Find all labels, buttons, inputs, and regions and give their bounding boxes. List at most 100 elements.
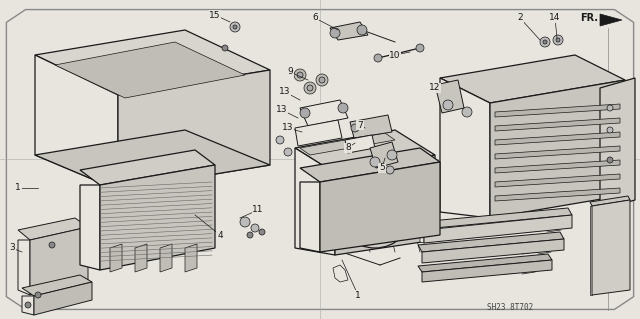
Polygon shape [295,130,435,173]
Circle shape [338,103,348,113]
Polygon shape [55,42,245,98]
Polygon shape [490,80,625,218]
Polygon shape [590,196,630,206]
Polygon shape [418,254,552,272]
Text: 7: 7 [357,121,363,130]
Polygon shape [600,14,622,26]
Polygon shape [35,130,270,190]
Polygon shape [22,275,92,296]
Polygon shape [80,150,215,185]
Text: 5: 5 [379,164,385,173]
Text: 12: 12 [429,84,441,93]
Text: FR.: FR. [580,13,598,23]
Text: 15: 15 [209,11,221,19]
Circle shape [25,302,31,308]
Polygon shape [592,200,630,295]
Polygon shape [420,208,572,229]
Circle shape [222,45,228,51]
Text: 10: 10 [389,50,401,60]
Polygon shape [435,80,464,113]
Polygon shape [345,135,375,153]
Text: 4: 4 [217,231,223,240]
Circle shape [607,127,613,133]
Polygon shape [424,215,572,243]
Circle shape [297,72,303,78]
Text: 6: 6 [312,13,318,23]
Polygon shape [185,244,197,272]
Polygon shape [495,160,620,173]
Circle shape [370,157,380,167]
Circle shape [259,229,265,235]
Circle shape [462,107,472,117]
Polygon shape [370,142,398,168]
Polygon shape [160,244,172,272]
Circle shape [240,217,250,227]
Polygon shape [295,148,335,255]
Circle shape [540,37,550,47]
Polygon shape [34,282,92,315]
Polygon shape [590,206,592,295]
Text: 3: 3 [9,243,15,253]
Circle shape [230,22,240,32]
Circle shape [233,25,237,29]
Circle shape [351,186,399,234]
Circle shape [543,40,547,44]
Polygon shape [600,78,635,210]
Polygon shape [100,165,215,270]
Circle shape [294,69,306,81]
Polygon shape [335,155,435,255]
Polygon shape [495,104,620,117]
Polygon shape [18,218,88,240]
Polygon shape [80,185,100,270]
Text: 9: 9 [287,68,293,77]
Circle shape [247,232,253,238]
Polygon shape [118,70,270,190]
Polygon shape [300,182,320,252]
Circle shape [300,108,310,118]
Circle shape [276,136,284,144]
Polygon shape [422,239,564,263]
Polygon shape [495,132,620,145]
Polygon shape [422,260,552,282]
Text: 13: 13 [282,123,294,132]
Circle shape [365,200,385,220]
Circle shape [357,25,367,35]
Polygon shape [495,146,620,159]
Text: 8: 8 [345,144,351,152]
Polygon shape [495,118,620,131]
Polygon shape [420,229,424,243]
Polygon shape [300,133,395,155]
Polygon shape [300,100,348,126]
Circle shape [607,157,613,163]
Polygon shape [495,174,620,187]
Text: 13: 13 [279,87,291,97]
Polygon shape [440,55,625,103]
Circle shape [387,150,397,160]
Polygon shape [295,120,342,146]
Polygon shape [495,188,620,201]
Text: 14: 14 [549,13,561,23]
Circle shape [330,28,340,38]
Polygon shape [135,244,147,272]
Circle shape [304,82,316,94]
Text: 11: 11 [252,205,264,214]
Circle shape [443,100,453,110]
Text: 2: 2 [517,13,523,23]
Polygon shape [22,296,34,315]
Circle shape [556,38,560,42]
Circle shape [316,74,328,86]
Circle shape [374,54,382,62]
Polygon shape [418,232,564,252]
Polygon shape [440,78,490,218]
Text: 1: 1 [15,183,21,192]
Circle shape [553,35,563,45]
Polygon shape [30,227,88,295]
Text: 1: 1 [355,291,361,300]
Polygon shape [350,115,392,138]
Polygon shape [333,265,348,282]
Circle shape [416,44,424,52]
Circle shape [351,124,359,132]
Polygon shape [35,55,118,190]
Text: SH23 8T702: SH23 8T702 [487,302,533,311]
Circle shape [49,242,55,248]
